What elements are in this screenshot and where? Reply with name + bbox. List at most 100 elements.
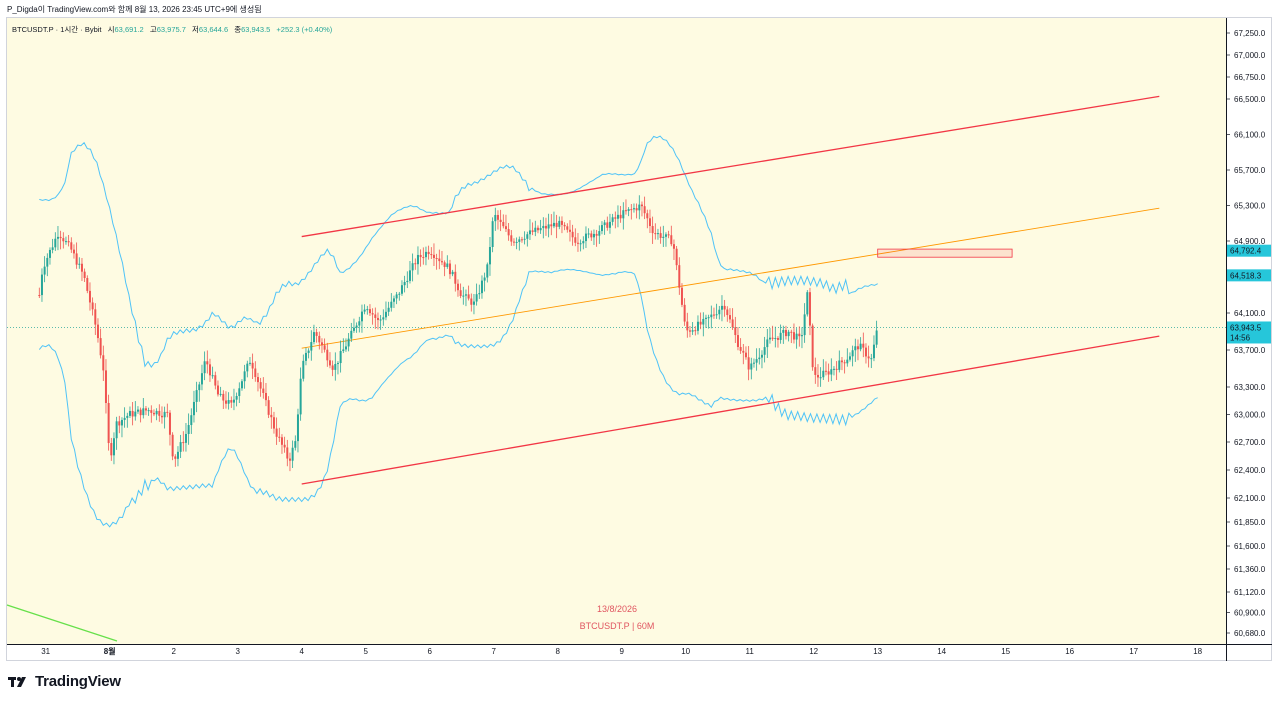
time-axis-label: 12 xyxy=(809,647,818,656)
price-badge xyxy=(1227,244,1271,257)
plot-area[interactable] xyxy=(7,18,1226,644)
candle-body xyxy=(416,254,419,265)
candle-body xyxy=(590,233,593,238)
legend-high-label: 고 xyxy=(149,25,157,34)
candle-body xyxy=(200,373,203,385)
candle-body xyxy=(843,362,846,364)
candle-body xyxy=(139,409,142,416)
candle-body xyxy=(318,335,321,343)
candle-body xyxy=(435,258,438,260)
candle-body xyxy=(326,349,329,361)
legend-close-label: 종 xyxy=(234,25,242,34)
price-badge xyxy=(1227,321,1271,344)
candle-body xyxy=(454,271,457,284)
candle-body xyxy=(832,368,835,370)
candle-body xyxy=(88,290,91,303)
legend-symbol: BTCUSDT.P · 1시간 · Bybit xyxy=(12,25,102,34)
candle-body xyxy=(179,442,182,452)
candle-body xyxy=(614,217,617,219)
candle-body xyxy=(248,362,251,364)
legend-open-label: 시 xyxy=(107,25,115,34)
candle-body xyxy=(824,370,827,372)
candle-body xyxy=(846,359,849,364)
candle-body xyxy=(246,363,249,372)
candle-body xyxy=(544,225,547,229)
candle-body xyxy=(856,346,859,350)
candle-body xyxy=(240,381,243,389)
candle-body xyxy=(278,436,281,438)
candle-body xyxy=(686,321,689,331)
candle-body xyxy=(600,225,603,232)
candle-body xyxy=(760,354,763,358)
candle-body xyxy=(400,285,403,294)
symbol-legend[interactable]: BTCUSDT.P · 1시간 · Bybit 시63,691.2 고63,97… xyxy=(12,24,332,35)
time-axis-label: 8월 xyxy=(104,646,116,656)
candle-body xyxy=(822,370,825,378)
candle-body xyxy=(656,233,659,235)
candle-body xyxy=(766,339,769,348)
candle-body xyxy=(86,278,89,291)
candle-body xyxy=(310,342,313,351)
candle-body xyxy=(459,290,462,297)
candle-body xyxy=(638,204,641,211)
candle-body xyxy=(264,392,267,401)
candle-body xyxy=(384,311,387,318)
candle-body xyxy=(731,319,734,328)
candle-body xyxy=(739,346,742,351)
candle-body xyxy=(603,222,606,226)
candle-body xyxy=(680,287,683,305)
candle-body xyxy=(75,253,78,265)
candle-body xyxy=(368,309,371,314)
candle-body xyxy=(171,434,174,457)
candle-body xyxy=(440,261,443,263)
candle-body xyxy=(486,264,489,278)
candle-body xyxy=(99,338,102,356)
candle-body xyxy=(774,338,777,340)
candle-body xyxy=(491,221,494,248)
price-axis-label: 61,360.0 xyxy=(1234,565,1266,574)
candle-body xyxy=(478,293,481,295)
candle-body xyxy=(214,375,217,386)
candle-body xyxy=(859,343,862,350)
candle-body xyxy=(462,295,465,297)
candle-body xyxy=(755,359,758,363)
tradingview-logo[interactable]: TradingView xyxy=(8,673,121,690)
price-axis-label: 63,000.0 xyxy=(1234,411,1266,420)
candle-body xyxy=(870,358,873,360)
candle-body xyxy=(286,447,289,459)
price-axis-label: 62,400.0 xyxy=(1234,466,1266,475)
candle-body xyxy=(787,331,790,337)
candle-body xyxy=(651,226,654,234)
candle-body xyxy=(336,363,339,365)
candle-body xyxy=(566,226,569,230)
candle-body xyxy=(744,352,747,358)
candle-body xyxy=(419,254,422,258)
candle-body xyxy=(718,309,721,315)
candle-body xyxy=(374,314,377,318)
candle-body xyxy=(59,236,62,239)
candle-body xyxy=(736,335,739,347)
candle-body xyxy=(352,327,355,331)
candle-body xyxy=(334,363,337,370)
price-badge-label: 64,792.4 xyxy=(1230,247,1262,256)
candle-body xyxy=(243,371,246,382)
candle-body xyxy=(371,313,374,315)
candle-body xyxy=(592,233,595,238)
legend-change: +252.3 (+0.40%) xyxy=(276,25,333,34)
watermark-date: 13/8/2026 xyxy=(596,604,638,614)
time-axis-label: 4 xyxy=(299,647,304,656)
trend-line-green xyxy=(6,604,118,642)
candle-body xyxy=(56,236,59,239)
time-axis-label: 16 xyxy=(1065,647,1074,656)
candle-body xyxy=(347,338,350,347)
candle-body xyxy=(784,329,787,337)
channel-lower-line xyxy=(301,335,1160,485)
candle-body xyxy=(560,220,563,225)
candle-body xyxy=(771,337,774,339)
legend-low: 63,644.6 xyxy=(198,25,229,34)
candle-body xyxy=(288,458,291,461)
candle-body xyxy=(131,410,134,417)
candle-body xyxy=(763,347,766,355)
candle-body xyxy=(472,301,475,305)
